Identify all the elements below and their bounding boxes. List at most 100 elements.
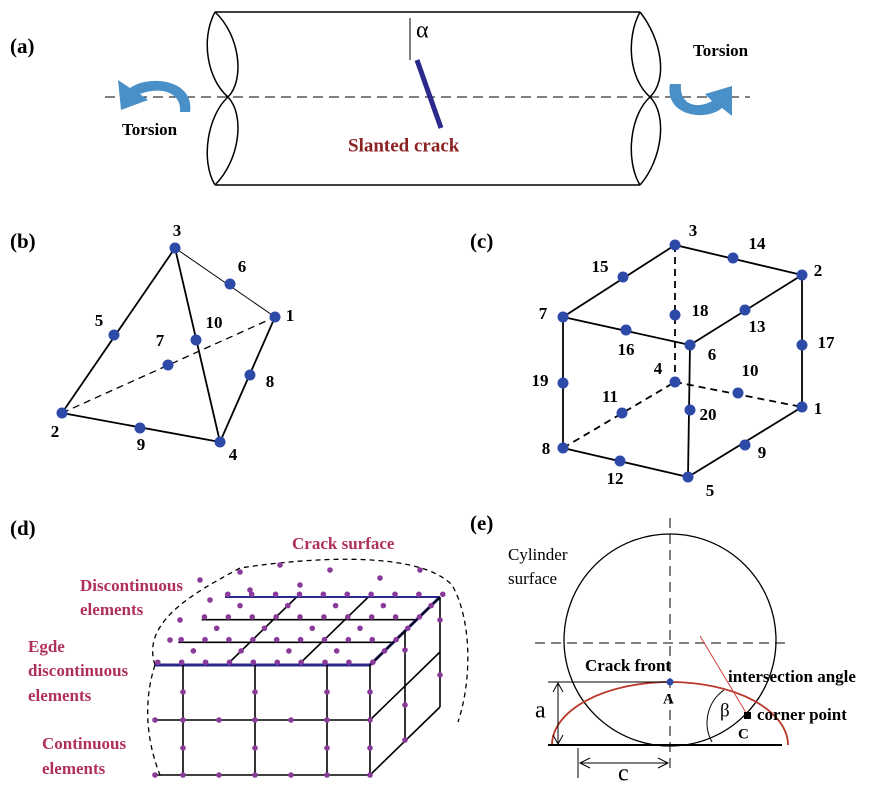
node — [393, 636, 399, 643]
node — [272, 591, 279, 598]
node — [152, 772, 158, 778]
node — [324, 689, 330, 695]
node-label: 6 — [708, 345, 717, 364]
node — [167, 637, 173, 643]
node-label: 15 — [592, 257, 609, 276]
node — [252, 772, 258, 778]
node — [440, 591, 446, 598]
node — [367, 772, 373, 778]
node — [344, 591, 351, 598]
panel-label: (d) — [10, 516, 36, 540]
node-label: 10 — [206, 313, 223, 332]
annotation: A — [663, 691, 674, 707]
node — [369, 636, 376, 643]
node — [286, 648, 292, 654]
node — [180, 745, 186, 751]
node — [557, 377, 569, 389]
node — [405, 625, 411, 632]
node — [368, 614, 375, 620]
annotation: Discontinuous — [80, 576, 183, 595]
node-label: 17 — [818, 333, 836, 352]
edge — [61, 316, 276, 414]
node — [56, 407, 68, 419]
node — [177, 617, 183, 623]
annotation: β — [720, 700, 730, 721]
node — [417, 567, 423, 573]
node — [367, 689, 373, 695]
annotation: Cylinder — [508, 545, 568, 564]
node — [180, 717, 186, 723]
node — [392, 591, 398, 598]
annotation: corner point — [757, 705, 847, 724]
node-label: 1 — [814, 399, 823, 418]
node — [327, 567, 333, 573]
node — [252, 745, 258, 751]
node — [250, 636, 256, 643]
node — [617, 271, 629, 283]
point-a — [666, 678, 674, 686]
node — [226, 659, 233, 666]
node — [274, 659, 281, 666]
panel-label: (b) — [10, 229, 36, 253]
node — [428, 602, 434, 609]
node — [620, 324, 632, 336]
node-label: 9 — [137, 435, 146, 454]
node — [392, 614, 399, 620]
annotation: Egde — [28, 637, 65, 656]
node — [180, 772, 186, 778]
node-label: 12 — [607, 469, 624, 488]
node — [285, 602, 291, 609]
node — [796, 269, 808, 281]
node — [322, 659, 328, 666]
node-label: 14 — [749, 234, 767, 253]
node — [437, 672, 443, 678]
node — [377, 575, 383, 581]
node — [108, 329, 120, 341]
node — [557, 311, 569, 323]
angle-arc — [706, 689, 725, 743]
node — [226, 636, 232, 643]
node — [402, 737, 408, 743]
node — [324, 717, 330, 723]
node — [357, 625, 363, 632]
node — [216, 772, 222, 778]
node — [345, 636, 352, 643]
node-label: 11 — [602, 387, 618, 406]
node — [684, 339, 696, 351]
node — [557, 442, 569, 454]
node — [298, 659, 304, 666]
crack-boundary — [147, 558, 469, 776]
annotation: elements — [80, 600, 144, 619]
node — [216, 717, 222, 723]
node — [324, 772, 330, 778]
crack — [414, 59, 444, 129]
node — [297, 582, 303, 588]
node — [416, 591, 422, 598]
node-label: 19 — [532, 371, 549, 390]
edge — [61, 247, 176, 414]
node — [180, 689, 186, 695]
node — [682, 471, 694, 483]
panel-label: (c) — [470, 229, 493, 253]
node-label: 8 — [542, 439, 551, 458]
node — [333, 648, 340, 654]
node — [297, 614, 303, 620]
node — [155, 659, 161, 666]
node-label: 4 — [229, 445, 238, 464]
node — [247, 587, 253, 593]
edge — [562, 447, 689, 478]
alpha: α — [416, 18, 429, 44]
cylinder — [206, 11, 662, 186]
node — [190, 648, 197, 654]
node — [225, 591, 231, 598]
node — [238, 648, 244, 654]
node — [269, 311, 281, 323]
node-label: 7 — [539, 304, 548, 323]
node — [614, 455, 626, 467]
node — [288, 772, 294, 778]
dim-arrow — [578, 757, 670, 769]
node-label: 18 — [692, 301, 709, 320]
dim-arrow — [552, 681, 564, 746]
node — [739, 304, 751, 316]
